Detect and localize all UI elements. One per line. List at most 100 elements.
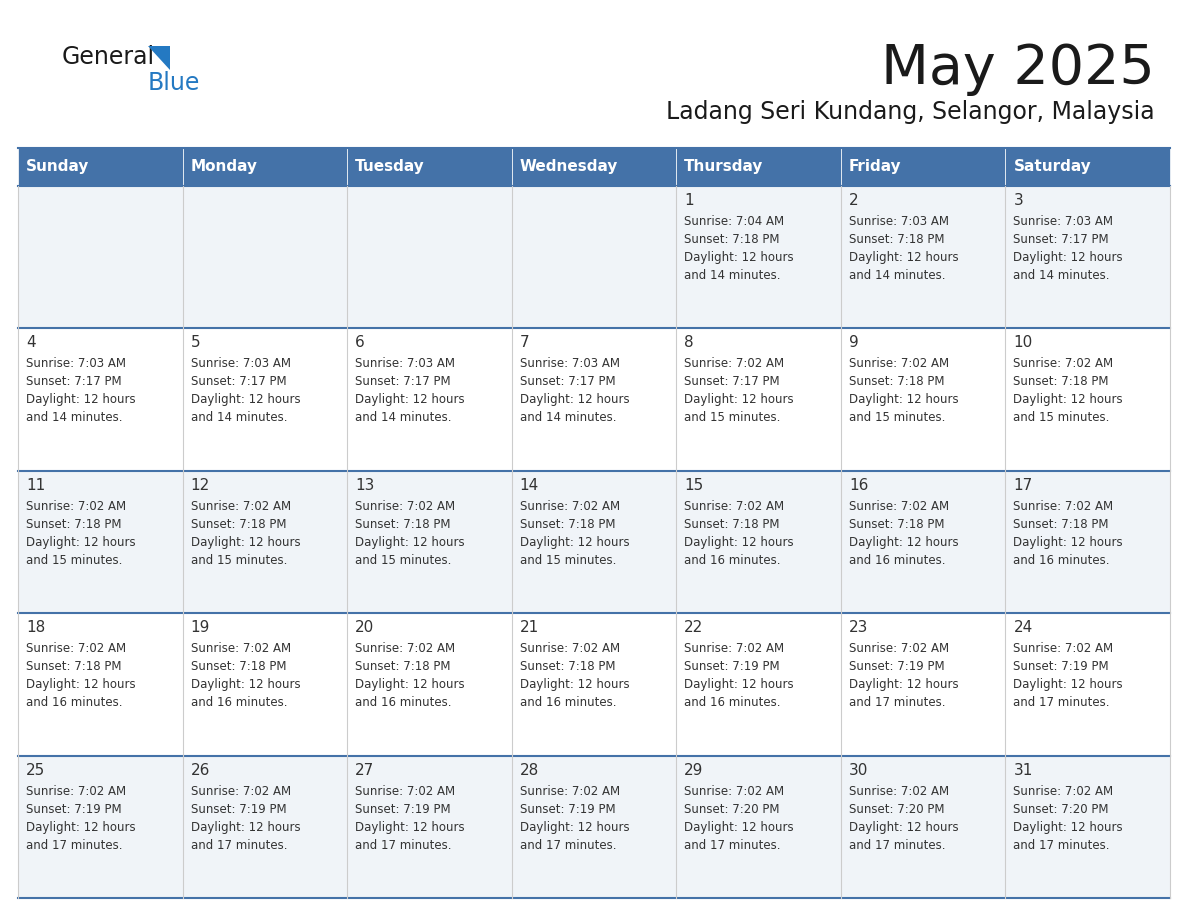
Text: Sunrise: 7:02 AM: Sunrise: 7:02 AM (1013, 785, 1113, 798)
Text: Sunset: 7:18 PM: Sunset: 7:18 PM (1013, 375, 1108, 388)
Text: Sunrise: 7:02 AM: Sunrise: 7:02 AM (26, 643, 126, 655)
Text: Sunrise: 7:02 AM: Sunrise: 7:02 AM (684, 499, 784, 513)
Bar (841, 186, 1005, 329)
Bar (676, 148, 841, 186)
Bar (841, 613, 1005, 756)
Text: Sunset: 7:19 PM: Sunset: 7:19 PM (190, 802, 286, 815)
Text: Sunset: 7:17 PM: Sunset: 7:17 PM (519, 375, 615, 388)
Text: 20: 20 (355, 621, 374, 635)
Text: Daylight: 12 hours: Daylight: 12 hours (684, 678, 794, 691)
Text: 11: 11 (26, 477, 45, 493)
Text: Daylight: 12 hours: Daylight: 12 hours (849, 536, 959, 549)
Text: 6: 6 (355, 335, 365, 351)
Text: Sunset: 7:18 PM: Sunset: 7:18 PM (26, 518, 121, 531)
Text: Sunset: 7:17 PM: Sunset: 7:17 PM (1013, 233, 1110, 246)
Text: and 15 minutes.: and 15 minutes. (26, 554, 122, 566)
Text: 5: 5 (190, 335, 201, 351)
Text: Sunrise: 7:03 AM: Sunrise: 7:03 AM (26, 357, 126, 370)
Text: and 14 minutes.: and 14 minutes. (519, 411, 617, 424)
Text: Sunrise: 7:02 AM: Sunrise: 7:02 AM (684, 357, 784, 370)
Text: Sunrise: 7:03 AM: Sunrise: 7:03 AM (190, 357, 291, 370)
Text: 23: 23 (849, 621, 868, 635)
Bar (841, 756, 1005, 898)
Text: and 14 minutes.: and 14 minutes. (355, 411, 451, 424)
Text: Daylight: 12 hours: Daylight: 12 hours (849, 821, 959, 834)
Text: 4: 4 (26, 335, 36, 351)
Text: Sunset: 7:18 PM: Sunset: 7:18 PM (684, 518, 779, 531)
Text: Daylight: 12 hours: Daylight: 12 hours (26, 394, 135, 407)
Bar (183, 756, 347, 898)
Text: and 17 minutes.: and 17 minutes. (1013, 839, 1110, 852)
Text: Daylight: 12 hours: Daylight: 12 hours (684, 536, 794, 549)
Text: Sunset: 7:19 PM: Sunset: 7:19 PM (26, 802, 121, 815)
Text: Sunrise: 7:02 AM: Sunrise: 7:02 AM (1013, 643, 1113, 655)
Text: 28: 28 (519, 763, 539, 778)
Bar (18, 148, 183, 186)
Bar (183, 329, 347, 471)
Text: Sunrise: 7:02 AM: Sunrise: 7:02 AM (519, 499, 620, 513)
Bar (18, 756, 183, 898)
Text: Friday: Friday (849, 160, 902, 174)
Text: Sunrise: 7:02 AM: Sunrise: 7:02 AM (26, 499, 126, 513)
Bar (512, 148, 676, 186)
Text: Daylight: 12 hours: Daylight: 12 hours (849, 251, 959, 264)
Text: Sunset: 7:18 PM: Sunset: 7:18 PM (684, 233, 779, 246)
Text: and 17 minutes.: and 17 minutes. (684, 839, 781, 852)
Bar (18, 186, 183, 329)
Text: and 17 minutes.: and 17 minutes. (1013, 696, 1110, 710)
Text: Sunset: 7:18 PM: Sunset: 7:18 PM (519, 660, 615, 673)
Text: Ladang Seri Kundang, Selangor, Malaysia: Ladang Seri Kundang, Selangor, Malaysia (666, 100, 1155, 124)
Text: Sunrise: 7:02 AM: Sunrise: 7:02 AM (684, 643, 784, 655)
Bar (512, 613, 676, 756)
Text: Daylight: 12 hours: Daylight: 12 hours (26, 821, 135, 834)
Text: Sunset: 7:18 PM: Sunset: 7:18 PM (849, 233, 944, 246)
Text: Sunset: 7:17 PM: Sunset: 7:17 PM (190, 375, 286, 388)
Text: Sunrise: 7:03 AM: Sunrise: 7:03 AM (355, 357, 455, 370)
Bar (347, 613, 512, 756)
Text: Daylight: 12 hours: Daylight: 12 hours (519, 678, 630, 691)
Text: and 15 minutes.: and 15 minutes. (1013, 411, 1110, 424)
Text: 30: 30 (849, 763, 868, 778)
Text: 18: 18 (26, 621, 45, 635)
Text: Saturday: Saturday (1013, 160, 1092, 174)
Text: and 14 minutes.: and 14 minutes. (26, 411, 122, 424)
Bar (183, 613, 347, 756)
Bar (18, 471, 183, 613)
Bar (841, 148, 1005, 186)
Text: and 15 minutes.: and 15 minutes. (849, 411, 946, 424)
Bar (183, 186, 347, 329)
Text: 16: 16 (849, 477, 868, 493)
Text: 22: 22 (684, 621, 703, 635)
Text: Sunset: 7:18 PM: Sunset: 7:18 PM (519, 518, 615, 531)
Text: Sunrise: 7:02 AM: Sunrise: 7:02 AM (26, 785, 126, 798)
Text: Monday: Monday (190, 160, 258, 174)
Text: Daylight: 12 hours: Daylight: 12 hours (849, 678, 959, 691)
Bar (512, 756, 676, 898)
Text: 24: 24 (1013, 621, 1032, 635)
Text: and 17 minutes.: and 17 minutes. (849, 839, 946, 852)
Text: Daylight: 12 hours: Daylight: 12 hours (519, 394, 630, 407)
Bar (1005, 471, 1170, 613)
Text: Sunset: 7:19 PM: Sunset: 7:19 PM (519, 802, 615, 815)
Bar (347, 471, 512, 613)
Text: Daylight: 12 hours: Daylight: 12 hours (519, 536, 630, 549)
Text: Daylight: 12 hours: Daylight: 12 hours (26, 678, 135, 691)
Text: and 15 minutes.: and 15 minutes. (355, 554, 451, 566)
Bar (183, 148, 347, 186)
Text: Sunset: 7:17 PM: Sunset: 7:17 PM (684, 375, 779, 388)
Text: Sunset: 7:19 PM: Sunset: 7:19 PM (849, 660, 944, 673)
Text: Daylight: 12 hours: Daylight: 12 hours (355, 821, 465, 834)
Text: Daylight: 12 hours: Daylight: 12 hours (1013, 251, 1123, 264)
Bar (676, 329, 841, 471)
Text: Sunrise: 7:02 AM: Sunrise: 7:02 AM (355, 643, 455, 655)
Text: Sunrise: 7:02 AM: Sunrise: 7:02 AM (849, 643, 949, 655)
Text: Sunset: 7:17 PM: Sunset: 7:17 PM (355, 375, 450, 388)
Bar (183, 471, 347, 613)
Text: Sunset: 7:18 PM: Sunset: 7:18 PM (1013, 518, 1108, 531)
Text: and 15 minutes.: and 15 minutes. (684, 411, 781, 424)
Text: and 15 minutes.: and 15 minutes. (519, 554, 617, 566)
Text: Sunset: 7:20 PM: Sunset: 7:20 PM (1013, 802, 1108, 815)
Bar (347, 329, 512, 471)
Text: Sunrise: 7:03 AM: Sunrise: 7:03 AM (849, 215, 949, 228)
Text: Thursday: Thursday (684, 160, 764, 174)
